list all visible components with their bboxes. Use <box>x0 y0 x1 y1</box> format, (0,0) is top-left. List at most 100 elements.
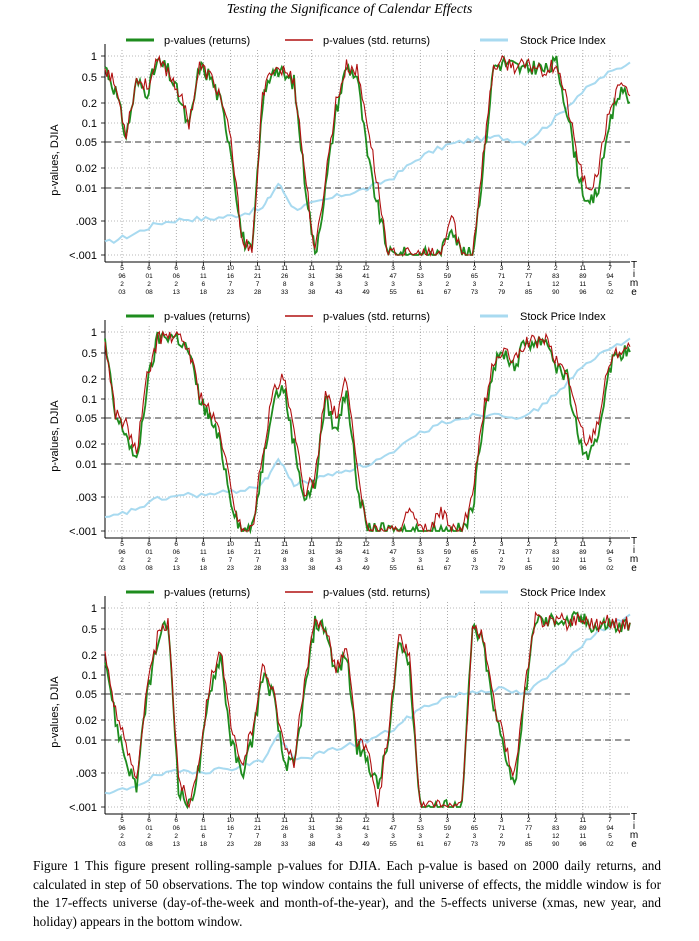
legend-label-1: p-values (returns) <box>164 311 250 323</box>
x-tick-label-lower: 2 <box>500 557 504 564</box>
x-tick-label-lower: 02 <box>606 565 614 572</box>
x-axis-label-letter: m <box>630 554 638 565</box>
x-tick-label-upper: 47 <box>389 549 397 556</box>
x-tick-label-upper: 16 <box>227 549 235 556</box>
x-tick-label-lower: 73 <box>471 565 479 572</box>
x-tick-label-upper: 3 <box>391 265 395 272</box>
x-tick-label-lower: 3 <box>418 281 422 288</box>
x-tick-label-upper: 11 <box>200 273 207 280</box>
x-tick-label-upper: 6 <box>147 265 151 272</box>
x-tick-label-upper: 01 <box>145 273 153 280</box>
x-tick-label-lower: 7 <box>256 833 260 840</box>
x-tick-label-upper: 71 <box>498 273 506 280</box>
x-tick-label-lower: 2 <box>174 281 178 288</box>
y-tick-label: 0.05 <box>76 413 97 425</box>
x-tick-label-lower: 02 <box>606 841 614 848</box>
x-tick-label-lower: 6 <box>202 557 206 564</box>
x-tick-label-upper: 6 <box>202 541 206 548</box>
x-tick-label-upper: 3 <box>500 265 504 272</box>
series-returns-line <box>104 330 631 535</box>
x-tick-label-upper: 47 <box>389 825 397 832</box>
x-tick-label-lower: 1 <box>527 557 531 564</box>
x-tick-label-lower: 8 <box>283 833 287 840</box>
x-tick-label-upper: 31 <box>308 825 316 832</box>
x-tick-label-upper: 6 <box>147 817 151 824</box>
x-tick-label-upper: 3 <box>391 817 395 824</box>
x-tick-label-lower: 18 <box>200 841 208 848</box>
x-tick-label-lower: 2 <box>147 557 151 564</box>
x-tick-label-lower: 1 <box>527 833 531 840</box>
x-tick-label-upper: 12 <box>362 265 370 272</box>
x-tick-label-upper: 31 <box>308 549 316 556</box>
x-tick-label-upper: 41 <box>362 825 370 832</box>
x-tick-label-upper: 71 <box>498 825 506 832</box>
x-tick-label-upper: 6 <box>174 541 178 548</box>
x-tick-label-lower: 49 <box>362 565 370 572</box>
x-tick-label-upper: 11 <box>580 541 587 548</box>
x-tick-label-lower: 8 <box>310 557 314 564</box>
legend: p-values (returns) p-values (std. returns… <box>126 311 606 323</box>
x-tick-label-lower: 96 <box>579 841 587 848</box>
x-tick-label-upper: 2 <box>473 817 477 824</box>
x-tick-label-lower: 08 <box>145 841 153 848</box>
x-tick-label-lower: 2 <box>120 281 124 288</box>
x-tick-label-lower: 5 <box>608 557 612 564</box>
x-tick-label-lower: 28 <box>254 841 262 848</box>
y-tick-label: 1 <box>91 51 97 63</box>
x-tick-label-lower: 90 <box>552 565 560 572</box>
x-tick-label-upper: 53 <box>417 549 425 556</box>
x-tick-label-lower: 33 <box>281 841 289 848</box>
y-tick-label: 0.02 <box>76 715 97 727</box>
y-axis-label: p-values, DJIA <box>49 124 61 196</box>
x-tick-label-upper: 71 <box>498 549 506 556</box>
y-tick-label: 0.05 <box>76 689 97 701</box>
x-tick-label-lower: 38 <box>308 289 316 296</box>
x-tick-label-lower: 43 <box>335 565 343 572</box>
x-tick-label-upper: 3 <box>446 817 450 824</box>
x-tick-label-upper: 3 <box>418 817 422 824</box>
x-tick-label-lower: 49 <box>362 841 370 848</box>
x-tick-label-lower: 12 <box>552 557 560 564</box>
x-tick-label-upper: 6 <box>202 817 206 824</box>
x-tick-label-lower: 79 <box>498 289 506 296</box>
x-tick-label-upper: 65 <box>471 825 479 832</box>
x-tick-label-lower: 2 <box>446 557 450 564</box>
x-tick-label-upper: 11 <box>200 825 207 832</box>
x-tick-label-lower: 2 <box>446 833 450 840</box>
x-tick-label-upper: 26 <box>281 273 289 280</box>
x-tick-label-upper: 5 <box>120 265 124 272</box>
x-tick-label-lower: 67 <box>444 841 452 848</box>
x-tick-label-lower: 2 <box>147 281 151 288</box>
x-tick-label-upper: 10 <box>227 541 235 548</box>
x-tick-label-upper: 2 <box>554 817 558 824</box>
series-std-returns-line <box>104 54 631 257</box>
x-tick-label-lower: 85 <box>525 565 533 572</box>
x-tick-label-upper: 11 <box>580 265 587 272</box>
x-tick-label-upper: 3 <box>500 817 504 824</box>
series-std-returns-line <box>104 610 631 809</box>
x-axis-label-letter: e <box>631 839 637 850</box>
x-tick-label-upper: 77 <box>525 273 533 280</box>
x-tick-label-upper: 47 <box>389 273 397 280</box>
x-tick-label-lower: 28 <box>254 289 262 296</box>
x-tick-label-lower: 8 <box>283 557 287 564</box>
x-tick-label-upper: 96 <box>118 549 126 556</box>
x-tick-label-upper: 7 <box>608 265 612 272</box>
chart-bottom: p-values (returns) p-values (std. returns… <box>49 587 638 850</box>
x-tick-label-upper: 89 <box>579 549 587 556</box>
y-tick-label: 0.05 <box>76 137 97 149</box>
x-tick-label-lower: 3 <box>473 557 477 564</box>
figure-caption: Figure 1 This figure present rolling-sam… <box>33 858 661 929</box>
y-tick-label: 0.1 <box>82 670 97 682</box>
x-tick-label-lower: 12 <box>552 833 560 840</box>
x-tick-label-lower: 03 <box>118 841 126 848</box>
x-tick-label-lower: 85 <box>525 289 533 296</box>
x-tick-label-upper: 59 <box>444 825 452 832</box>
x-tick-label-lower: 6 <box>202 833 206 840</box>
x-tick-label-upper: 06 <box>173 273 181 280</box>
x-tick-label-lower: 2 <box>120 557 124 564</box>
y-tick-label: 0.5 <box>82 72 97 84</box>
x-tick-label-upper: 6 <box>147 541 151 548</box>
y-tick-label: 0.01 <box>76 183 97 195</box>
x-tick-label-upper: 01 <box>145 825 153 832</box>
